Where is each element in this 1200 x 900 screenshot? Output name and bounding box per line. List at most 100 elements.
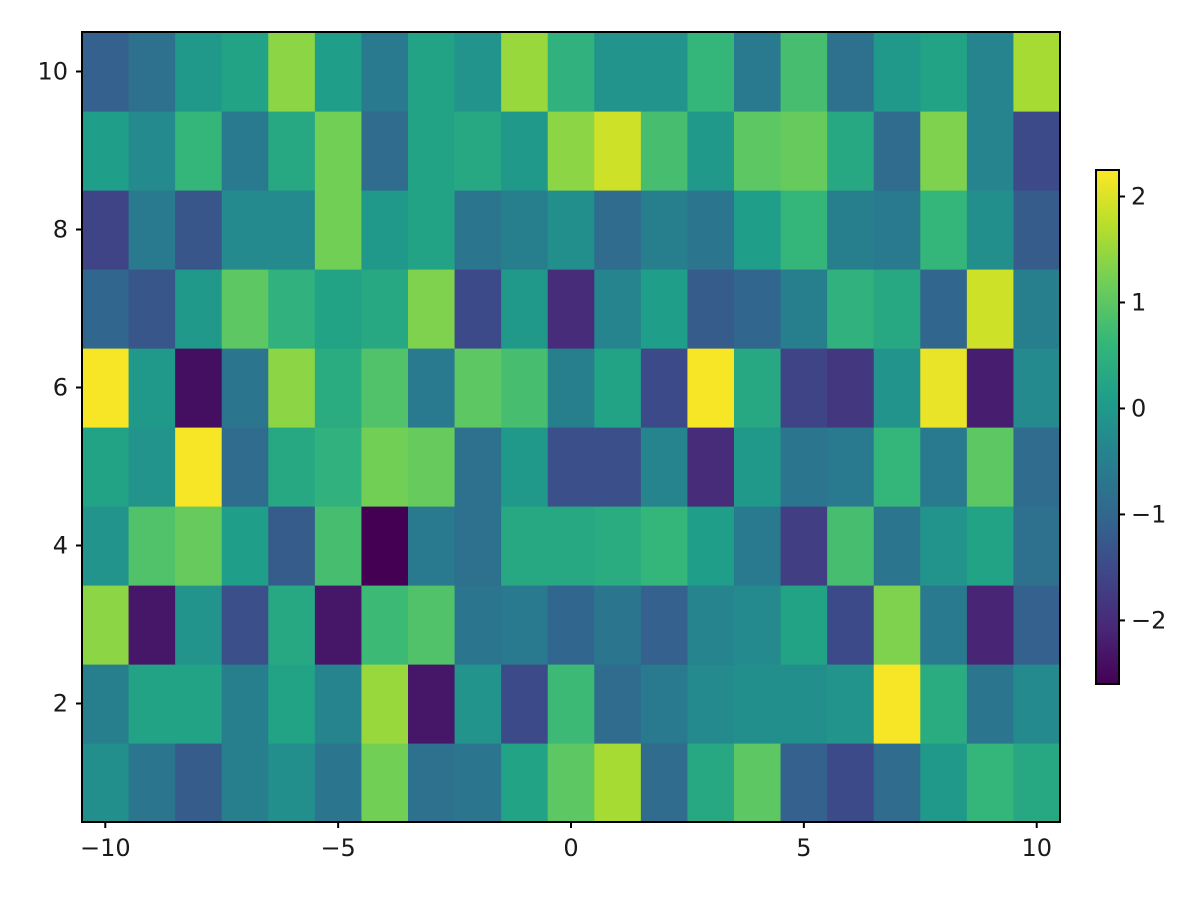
heatmap-cell [827,190,875,270]
heatmap-cell [501,585,549,665]
heatmap-cell [221,664,269,744]
heatmap-cell [594,111,642,191]
heatmap-cell [827,269,875,349]
heatmap-cell [873,743,921,823]
y-tick-label: 4 [53,532,68,560]
heatmap-cell [920,585,968,665]
y-tick-label: 8 [53,216,68,244]
heatmap-cell [920,506,968,586]
heatmap-cell [454,506,502,586]
heatmap-cell [361,111,409,191]
heatmap-cell [361,427,409,507]
heatmap-cell [268,506,316,586]
heatmap-cell [175,585,223,665]
heatmap-cell [594,585,642,665]
heatmap-cell [734,427,782,507]
heatmap-cell [221,506,269,586]
heatmap-cell [314,348,363,428]
x-tick-label: 10 [1021,834,1052,862]
heatmap-cell [82,190,130,270]
heatmap-cell [314,32,363,112]
heatmap-cell [780,664,828,744]
heatmap-cell [408,348,456,428]
heatmap-cell [640,111,689,191]
heatmap-cell [780,743,828,823]
heatmap-cell [687,585,735,665]
heatmap-cell [82,32,130,112]
y-tick-label: 10 [37,58,68,86]
heatmap-cell [361,664,409,744]
heatmap-cell [640,32,689,112]
heatmap-cell [361,743,409,823]
heatmap-cell [268,190,316,270]
heatmap-cell [966,506,1015,586]
heatmap-cell [501,743,549,823]
heatmap-cell [175,111,223,191]
heatmap-cell [547,269,595,349]
heatmap-cell [966,585,1015,665]
heatmap-cells [82,32,1061,823]
heatmap-cell [221,427,269,507]
heatmap-cell [827,506,875,586]
heatmap-cell [873,111,921,191]
heatmap-cell [408,427,456,507]
heatmap-cell [780,427,828,507]
heatmap-cell [408,585,456,665]
heatmap-cell [128,32,176,112]
heatmap-cell [175,506,223,586]
heatmap-cell [780,506,828,586]
heatmap-cell [361,506,409,586]
heatmap-cell [547,585,595,665]
heatmap-cell [1013,190,1061,270]
heatmap-cell [827,743,875,823]
heatmap-cell [827,111,875,191]
heatmap-cell [268,585,316,665]
heatmap-cell [920,427,968,507]
heatmap-cell [640,348,689,428]
heatmap-cell [594,427,642,507]
heatmap-cell [594,348,642,428]
heatmap-cell [128,743,176,823]
heatmap-cell [314,190,363,270]
heatmap-cell [128,427,176,507]
heatmap-cell [175,269,223,349]
heatmap-cell [1013,506,1061,586]
heatmap-cell [687,269,735,349]
heatmap-cell [314,743,363,823]
heatmap-cell [687,743,735,823]
heatmap-cell [594,190,642,270]
heatmap-cell [547,348,595,428]
heatmap-cell [687,664,735,744]
heatmap-cell [687,506,735,586]
heatmap-cell [920,111,968,191]
heatmap-cell [175,427,223,507]
heatmap-cell [920,269,968,349]
heatmap-cell [454,348,502,428]
heatmap-cell [361,585,409,665]
heatmap-cell [780,348,828,428]
heatmap-cell [827,664,875,744]
colorbar-axis: −2 −1 0 1 2 [1119,182,1166,634]
heatmap-cell [734,190,782,270]
x-tick-label: 5 [796,834,811,862]
heatmap-cell [1013,32,1061,112]
heatmap-cell [454,190,502,270]
heatmap-cell [687,111,735,191]
heatmap-cell [734,506,782,586]
heatmap-cell [1013,664,1061,744]
heatmap-cell [780,190,828,270]
heatmap-cell [640,743,689,823]
heatmap-cell [221,32,269,112]
heatmap-cell [920,743,968,823]
heatmap-cell [361,348,409,428]
heatmap-cell [268,111,316,191]
heatmap-cell [408,32,456,112]
heatmap-cell [175,743,223,823]
heatmap-cell [873,506,921,586]
heatmap-cell [1013,348,1061,428]
heatmap-cell [966,111,1015,191]
heatmap-cell [780,32,828,112]
colorbar-tick-label: 0 [1131,394,1146,422]
heatmap-cell [268,427,316,507]
